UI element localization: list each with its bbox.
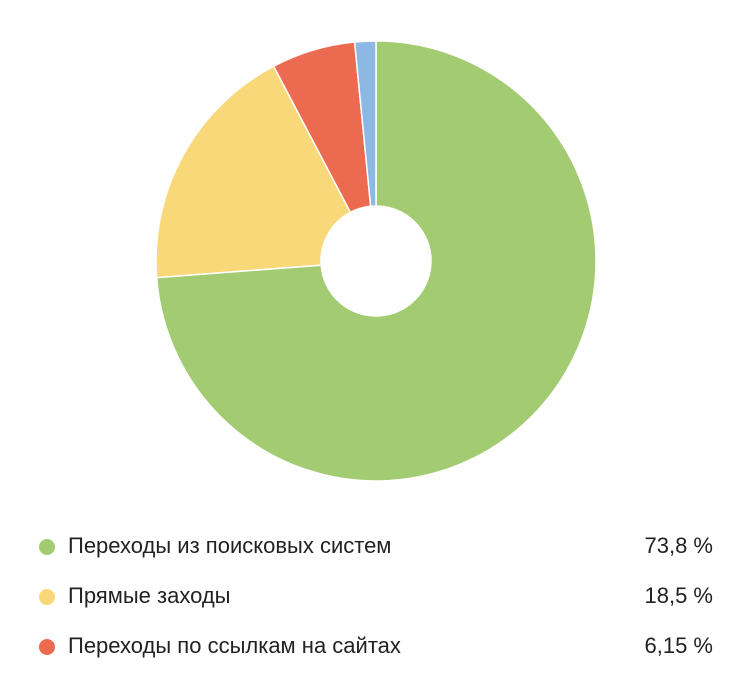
legend-marker [39,589,55,605]
legend-label: Переходы из поисковых систем [68,533,391,558]
legend-label: Прямые заходы [68,583,230,608]
legend-marker [39,639,55,655]
legend-value: 18,5 % [645,583,714,608]
legend-marker [39,539,55,555]
pie-slice [155,40,597,482]
pie-slice [155,65,352,279]
legend-value: 6,15 % [645,633,714,658]
legend-label: Переходы по ссылкам на сайтах [68,633,401,658]
pie-slice [353,40,377,208]
legend-value: 73,8 % [645,533,714,558]
